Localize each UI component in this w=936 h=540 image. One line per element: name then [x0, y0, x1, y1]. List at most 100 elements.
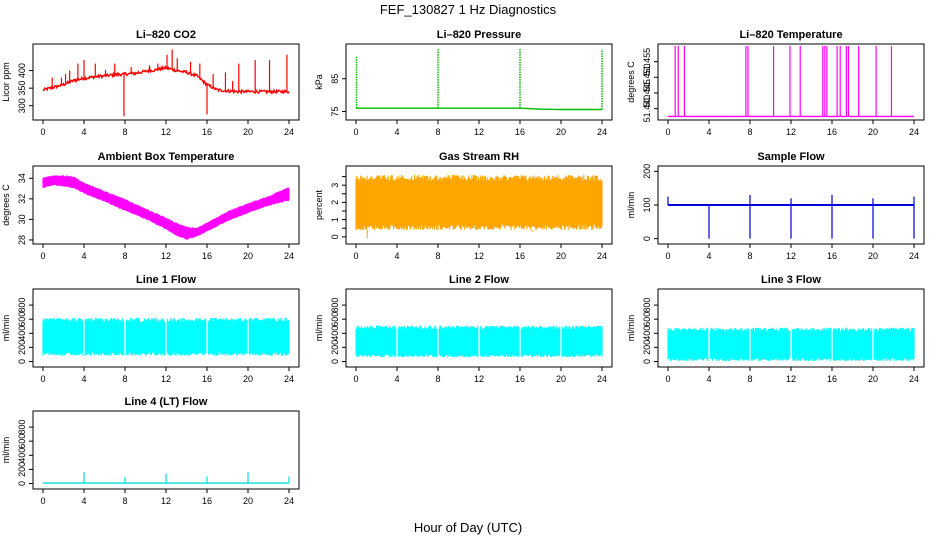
x-tick-label: 0 — [665, 251, 670, 261]
x-tick-label: 20 — [243, 127, 253, 137]
y-tick-label: 51.450 — [642, 64, 652, 92]
plot-data — [355, 49, 603, 111]
y-tick-label: 0 — [642, 359, 652, 364]
plot-data — [42, 175, 290, 240]
x-tick-label: 20 — [556, 127, 566, 137]
y-tick-label: 200 — [642, 340, 652, 355]
y-tick-label: 0 — [330, 359, 340, 364]
x-tick-label: 16 — [202, 251, 212, 261]
x-tick-label: 4 — [81, 496, 86, 506]
x-tick-label: 12 — [161, 251, 171, 261]
y-tick-label: 0 — [17, 481, 27, 486]
y-tick-label: 75 — [330, 106, 340, 116]
panel-2: Li–820 Pressure kPa 0 4 8 12 16 20 24 75 85 — [314, 29, 613, 137]
y-tick-label: 1 — [330, 217, 340, 222]
panel-title: Li–820 CO2 — [136, 29, 196, 41]
x-tick-label: 16 — [202, 496, 212, 506]
panel-3: Li–820 Temperature degrees C 0 4 8 12 16 20 24 51… — [626, 29, 925, 137]
x-tick-label: 16 — [515, 374, 525, 384]
y-tick-label: 600 — [17, 434, 27, 449]
panel-6: Sample Flow ml/min 0 4 8 12 16 20 24 0 100 200 — [626, 151, 925, 261]
x-tick-label: 24 — [284, 374, 294, 384]
series-band — [667, 327, 915, 362]
x-tick-label: 24 — [284, 127, 294, 137]
panel-title: Sample Flow — [757, 151, 825, 163]
x-tick-label: 20 — [868, 374, 878, 384]
y-tick-label: 30 — [17, 214, 27, 224]
y-axis-label: ml/min — [314, 315, 324, 342]
plot-data — [355, 174, 603, 239]
panel-10: Line 4 (LT) Flow ml/min 0 4 8 12 16 20 24 0 200400… — [1, 396, 300, 506]
plot-frame — [657, 43, 925, 121]
y-tick-label: 400 — [17, 448, 27, 463]
y-tick-label: 0 — [642, 236, 652, 241]
x-tick-label: 16 — [827, 374, 837, 384]
x-tick-label: 12 — [474, 251, 484, 261]
series-band — [355, 325, 603, 358]
plot-data — [42, 317, 290, 356]
panel-7: Line 1 Flow ml/min 0 4 8 12 16 20 24 0 20040060080… — [1, 274, 300, 384]
x-tick-label: 0 — [353, 374, 358, 384]
y-tick-label: 400 — [17, 326, 27, 341]
panel-4: Ambient Box Temperature degrees C 0 4 8 12 16 2… — [1, 151, 300, 261]
x-tick-label: 8 — [747, 374, 752, 384]
figure-xlabel: Hour of Day (UTC) — [414, 520, 522, 535]
y-tick-label: 100 — [642, 197, 652, 212]
y-tick-label: 51.455 — [642, 48, 652, 76]
y-tick-label: 800 — [17, 298, 27, 313]
x-tick-label: 4 — [706, 251, 711, 261]
figure-title: FEF_130827 1 Hz Diagnostics — [380, 2, 557, 17]
x-tick-label: 12 — [161, 127, 171, 137]
y-tick-label: 51.445 — [642, 79, 652, 107]
series-band — [42, 317, 290, 356]
panel-1: Li–820 CO2 Licor ppm 0 4 8 12 16 20 24 300 350 400 — [1, 29, 300, 137]
x-tick-label: 20 — [868, 127, 878, 137]
x-tick-label: 4 — [81, 251, 86, 261]
x-tick-label: 24 — [597, 127, 607, 137]
x-tick-label: 8 — [122, 127, 127, 137]
y-axis-label: degrees C — [1, 184, 11, 226]
y-tick-label: 2 — [330, 200, 340, 205]
y-tick-label: 600 — [17, 312, 27, 327]
x-tick-label: 24 — [597, 374, 607, 384]
y-tick-label: 0 — [17, 359, 27, 364]
series-line — [356, 107, 602, 111]
x-tick-label: 8 — [435, 251, 440, 261]
x-tick-label: 24 — [284, 496, 294, 506]
x-tick-label: 8 — [747, 127, 752, 137]
x-tick-label: 4 — [81, 127, 86, 137]
y-tick-label: 400 — [642, 326, 652, 341]
x-tick-label: 24 — [909, 127, 919, 137]
x-tick-label: 0 — [40, 374, 45, 384]
y-tick-label: 32 — [17, 194, 27, 204]
y-tick-label: 200 — [330, 340, 340, 355]
panel-9: Line 3 Flow ml/min 0 4 8 12 16 20 24 0 20040060080… — [626, 274, 925, 384]
x-tick-label: 12 — [474, 127, 484, 137]
x-tick-label: 20 — [243, 251, 253, 261]
y-tick-label: 800 — [642, 298, 652, 313]
plot-data — [42, 49, 290, 117]
x-tick-label: 12 — [786, 127, 796, 137]
plot-frame — [32, 43, 300, 121]
x-tick-label: 4 — [706, 127, 711, 137]
x-tick-label: 20 — [556, 251, 566, 261]
y-tick-label: 600 — [330, 312, 340, 327]
y-axis-label: percent — [314, 189, 324, 220]
x-tick-label: 0 — [665, 127, 670, 137]
x-tick-label: 0 — [40, 496, 45, 506]
x-tick-label: 16 — [515, 127, 525, 137]
y-tick-label: 3 — [330, 183, 340, 188]
x-tick-label: 4 — [394, 251, 399, 261]
plot-data — [667, 327, 915, 362]
y-tick-label: 85 — [330, 74, 340, 84]
x-tick-label: 4 — [394, 127, 399, 137]
x-tick-label: 0 — [40, 127, 45, 137]
y-axis-label: degrees C — [626, 61, 636, 103]
plot-data — [355, 325, 603, 358]
x-tick-label: 8 — [122, 374, 127, 384]
y-tick-label: 600 — [642, 312, 652, 327]
x-tick-label: 0 — [353, 127, 358, 137]
x-tick-label: 12 — [474, 374, 484, 384]
series-band — [355, 174, 603, 230]
